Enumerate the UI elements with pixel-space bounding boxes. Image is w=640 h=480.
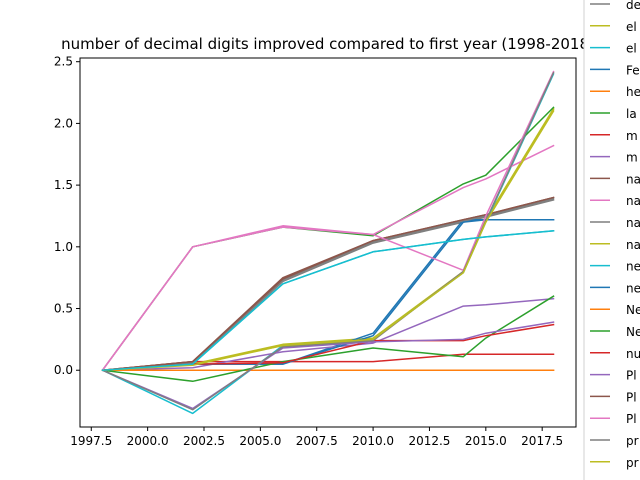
series-line-7 <box>101 297 555 371</box>
x-tick-label: 2002.5 <box>183 434 225 448</box>
series-line-2 <box>101 73 555 415</box>
legend-label: na <box>626 172 640 186</box>
legend-label: Pl <box>626 412 637 426</box>
x-tick-label: 2015.0 <box>465 434 507 448</box>
legend-label: Ne <box>626 303 640 317</box>
series-line-9 <box>101 144 555 372</box>
y-tick-label: 2.0 <box>54 116 73 130</box>
x-tick-label: 2010.0 <box>352 434 394 448</box>
series-line-15 <box>101 295 555 383</box>
plot-area <box>101 70 555 415</box>
series-line-20 <box>101 71 555 411</box>
axes: 1997.5 2000.0 2002.5 2005.0 2007.5 2010.0 2012… <box>54 55 577 448</box>
legend-box <box>583 0 640 480</box>
axes-frame <box>79 57 577 428</box>
legend-label: Pl <box>626 390 637 404</box>
x-tick-label: 2005.0 <box>239 434 281 448</box>
x-tick-label: 1997.5 <box>70 434 112 448</box>
legend-label: Pl <box>626 369 637 383</box>
legend-label: el <box>626 42 637 56</box>
legend-label: na <box>626 238 640 252</box>
legend-label: la <box>626 107 637 121</box>
y-tick-label: 0.5 <box>54 302 73 316</box>
legend-label: na <box>626 216 640 230</box>
legend-label: pr <box>626 434 639 448</box>
legend-label: m <box>626 129 638 143</box>
y-tick-label: 1.0 <box>54 240 73 254</box>
x-tick-label: 2007.5 <box>296 434 338 448</box>
legend-label: Fe <box>626 63 640 77</box>
x-tick-label: 2012.5 <box>408 434 450 448</box>
series-line-22 <box>101 229 555 371</box>
legend-label: pr <box>626 456 639 470</box>
legend-label: ne <box>626 281 640 295</box>
y-tick-label: 1.5 <box>54 178 73 192</box>
y-tick-label: 0.0 <box>54 363 73 377</box>
x-tick-label: 2000.0 <box>127 434 169 448</box>
series-line-21 <box>101 110 555 371</box>
y-tick-label: 2.5 <box>54 55 73 69</box>
series-line-11 <box>101 108 555 371</box>
series-line-19 <box>101 70 555 372</box>
series-line-17 <box>101 321 555 410</box>
legend-label: pr <box>626 478 639 480</box>
legend-label: na <box>626 194 640 208</box>
series-line-5 <box>101 106 555 372</box>
x-tick-label: 2017.5 <box>521 434 563 448</box>
chart-title: number of decimal digits improved compar… <box>61 35 595 53</box>
legend-label: he <box>626 85 640 99</box>
legend-label: ne <box>626 260 640 274</box>
legend-label: nu <box>626 347 640 361</box>
legend-label: m <box>626 151 638 165</box>
legend-label: Ne <box>626 325 640 339</box>
legend-label: el <box>626 20 637 34</box>
legend: de el el Fe he la mm na na na na ne ne Ne Ne nu Pl Pl Pl pr… <box>583 0 640 480</box>
legend-label: de <box>626 0 640 12</box>
series-line-1 <box>101 107 555 371</box>
